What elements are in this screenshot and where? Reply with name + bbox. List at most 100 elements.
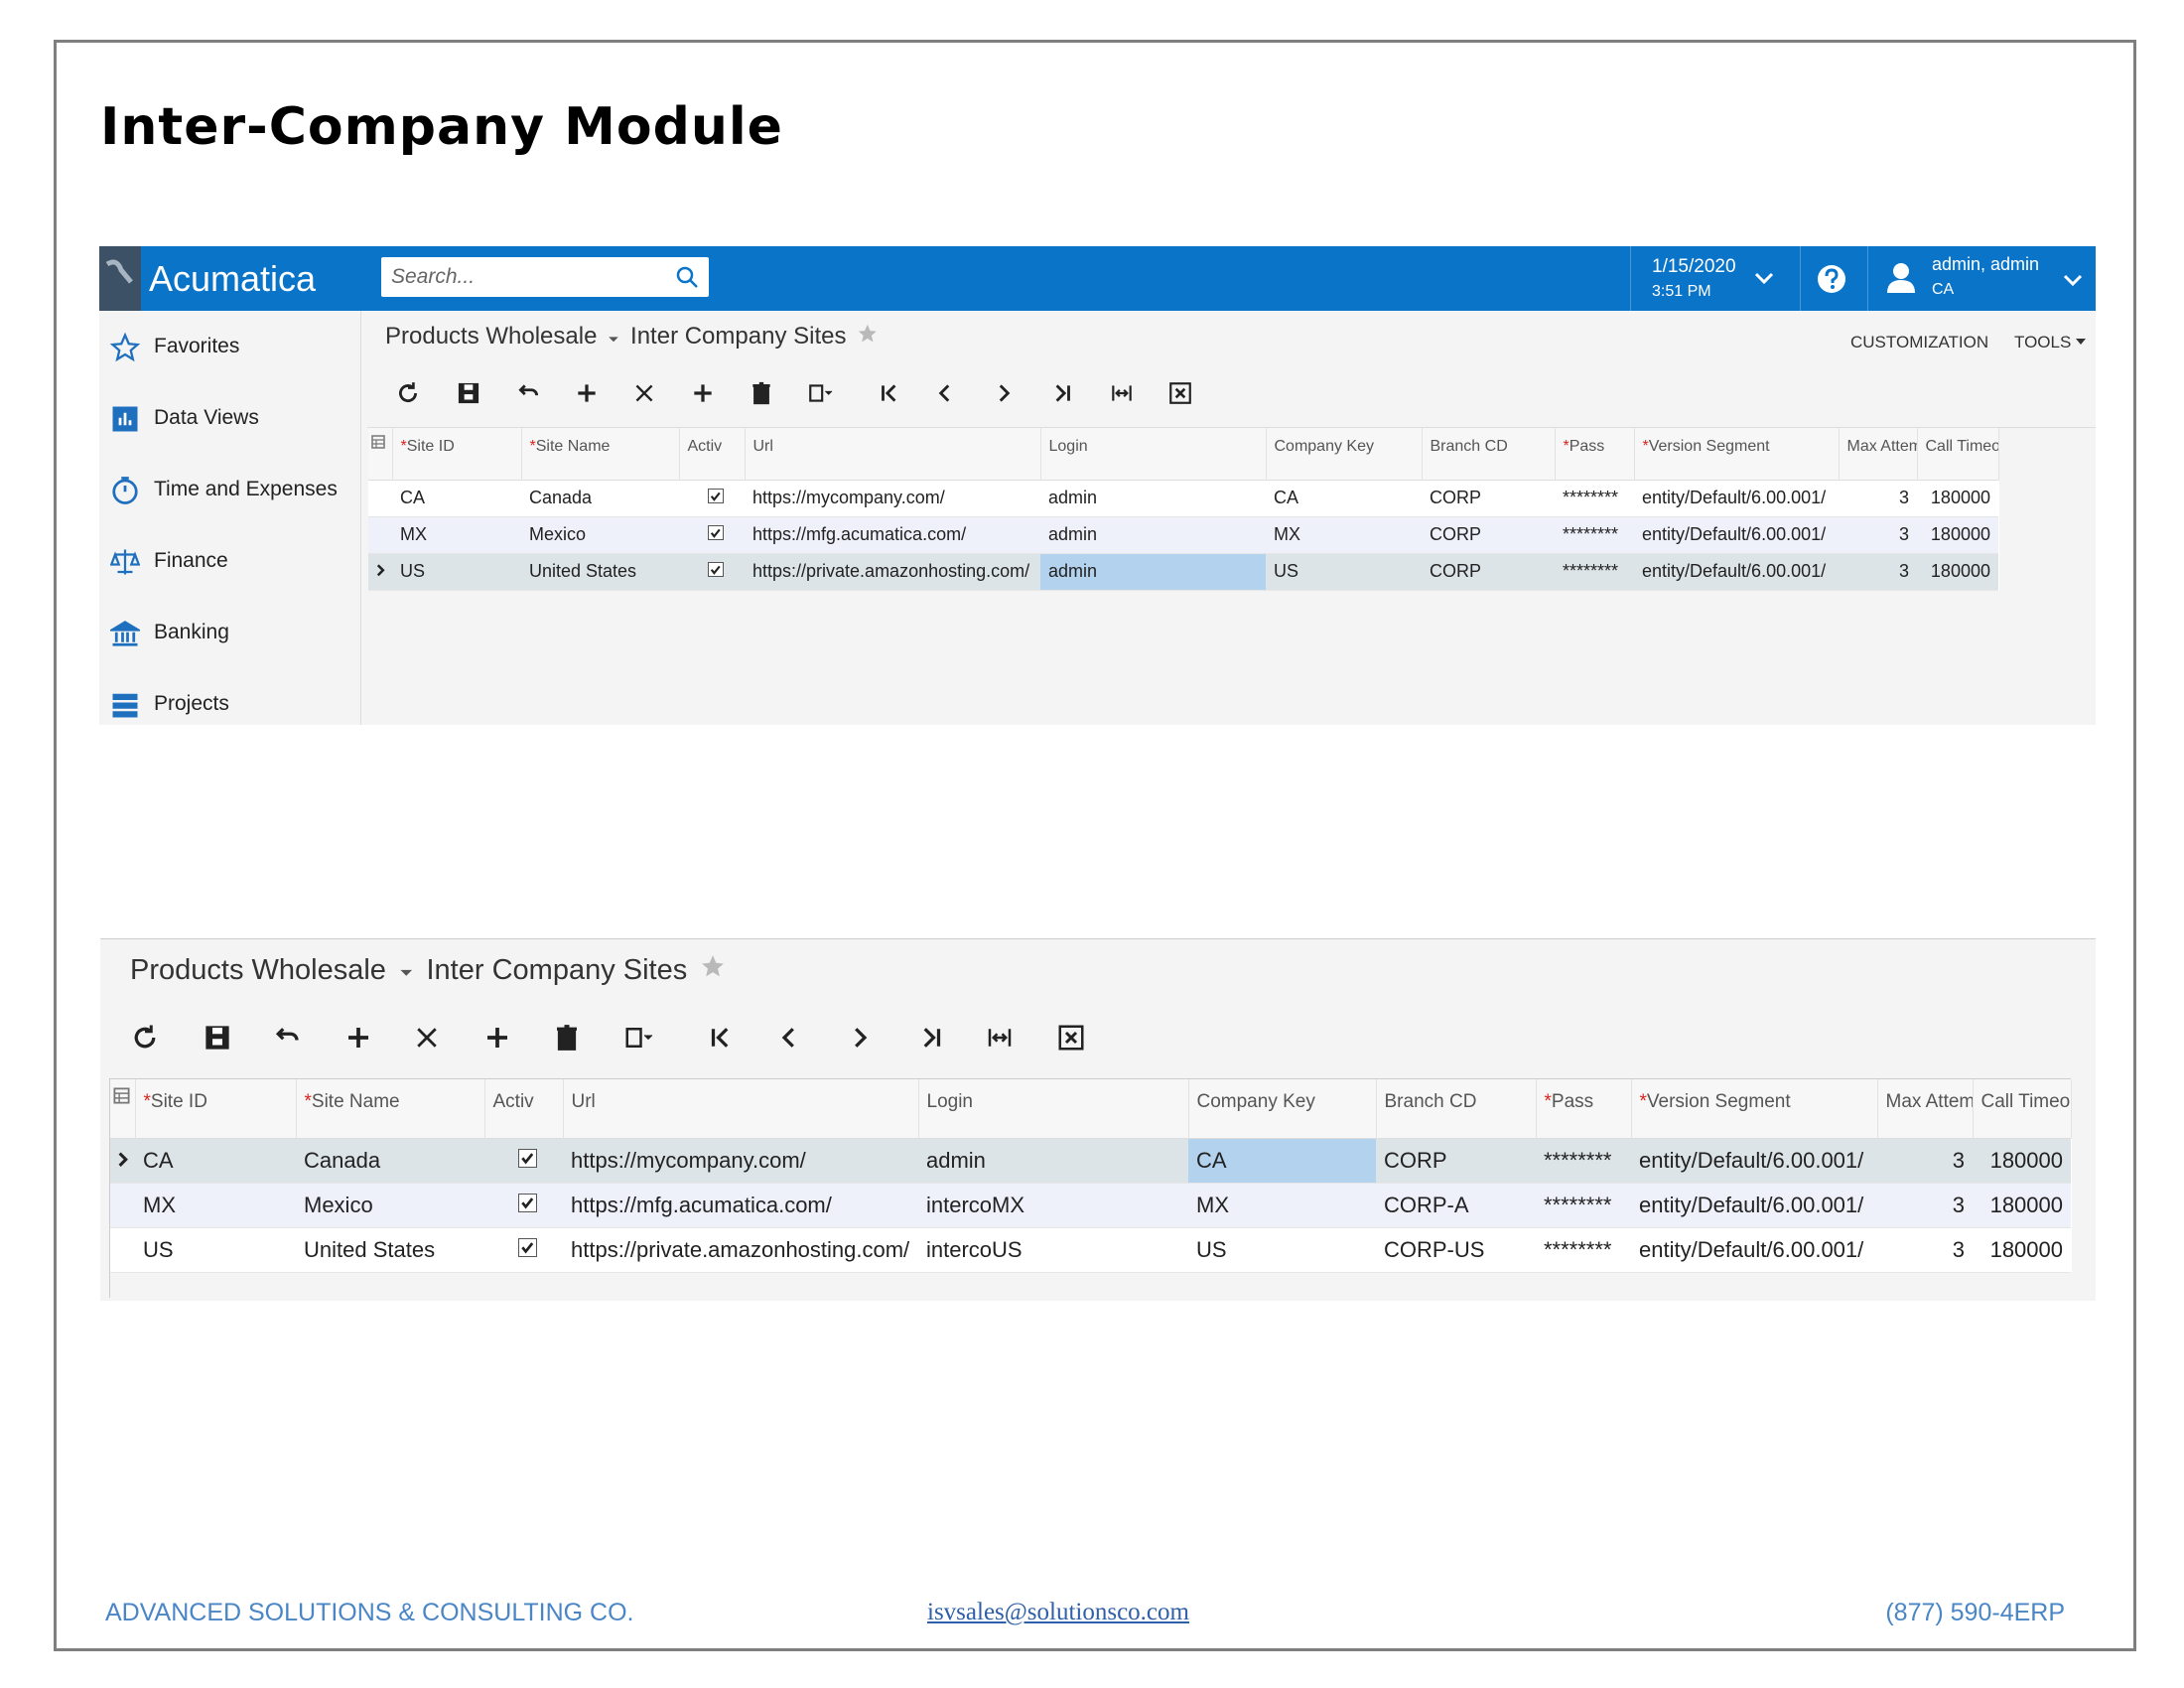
active-checkbox[interactable] <box>518 1238 537 1257</box>
toolbar-first[interactable] <box>877 380 902 406</box>
column-header[interactable]: Branch CD <box>1422 428 1556 480</box>
column-header[interactable]: Max Attem <box>1839 428 1918 480</box>
column-label: Max Attem <box>1846 438 1917 456</box>
column-header[interactable]: Url <box>745 428 1041 480</box>
active-checkbox[interactable] <box>518 1194 537 1212</box>
grid-cell: entity/Default/6.00.001/ <box>1639 1236 1864 1262</box>
grid-cell: 3 <box>1952 1192 1965 1217</box>
toolbar-plus[interactable] <box>482 1023 512 1053</box>
toolbar-refresh[interactable] <box>130 1023 160 1053</box>
toolbar-save[interactable] <box>456 380 481 406</box>
column-header[interactable]: *Site ID <box>135 1079 297 1138</box>
column-header[interactable]: Company Key <box>1188 1079 1377 1138</box>
menu-item[interactable]: Finance <box>154 549 228 572</box>
toolbar-plus[interactable] <box>343 1023 373 1053</box>
column-header[interactable]: Activ <box>484 1079 564 1138</box>
toolbar-paste[interactable] <box>623 1023 653 1053</box>
menu-item[interactable]: Data Views <box>154 406 259 429</box>
toolbar-close[interactable] <box>631 380 657 406</box>
active-checkbox[interactable] <box>708 524 724 540</box>
toolbar-prev[interactable] <box>774 1023 804 1053</box>
grid-cell: ******** <box>1563 561 1619 581</box>
menu-item[interactable]: Time and Expenses <box>154 478 338 500</box>
toolbar-save[interactable] <box>203 1023 232 1053</box>
grid-row[interactable]: CA Canada https://mycompany.com/admin CA COR… <box>110 1138 2071 1183</box>
favorite-star[interactable] <box>857 323 879 352</box>
toolbar-excel[interactable] <box>1167 380 1193 406</box>
column-header[interactable]: Company Key <box>1266 428 1423 480</box>
grid-row[interactable]: MX Mexico https://mfg.acumatica.com/admin M… <box>368 516 1998 553</box>
toolbar-last[interactable] <box>1049 380 1075 406</box>
column-header[interactable]: Login <box>918 1079 1189 1138</box>
company-name[interactable]: Products Wholesale <box>130 953 386 986</box>
help-icon[interactable] <box>1817 264 1846 294</box>
column-header[interactable]: Branch CD <box>1376 1079 1537 1138</box>
toolbar-next[interactable] <box>991 380 1017 406</box>
grid-cell <box>484 1138 563 1183</box>
footer-email[interactable]: isvsales@solutionsco.com <box>927 1599 1189 1625</box>
company-dropdown[interactable] <box>608 323 619 351</box>
column-header[interactable]: *Pass <box>1536 1079 1632 1138</box>
grid-row[interactable]: US United States https://private.amazonhos… <box>110 1227 2071 1272</box>
breadcrumb: Products Wholesale Inter Company Sites <box>130 953 726 987</box>
toolbar-refresh[interactable] <box>395 380 421 406</box>
active-checkbox[interactable] <box>708 488 724 503</box>
column-label: Call Timeo <box>1980 1090 2071 1112</box>
column-header[interactable]: Login <box>1040 428 1267 480</box>
favorite-star[interactable] <box>700 953 726 987</box>
menu-item[interactable]: Banking <box>154 621 229 643</box>
column-label: Site Name <box>311 1090 400 1112</box>
toolbar-undo[interactable] <box>272 1023 302 1053</box>
column-header[interactable]: Url <box>563 1079 919 1138</box>
column-header[interactable]: *Version Segment <box>1631 1079 1878 1138</box>
toolbar-trash[interactable] <box>749 380 774 406</box>
grid-row[interactable]: US United States https://private.amazonhos… <box>368 553 1998 590</box>
column-header[interactable]: *Version Segment <box>1634 428 1840 480</box>
company-name[interactable]: Products Wholesale <box>385 323 598 351</box>
toolbar-fit[interactable] <box>985 1023 1015 1053</box>
toolbar-next[interactable] <box>845 1023 875 1053</box>
grid-row[interactable]: CA Canada https://mycompany.com/admin CA COR… <box>368 480 1998 516</box>
toolbar-plus[interactable] <box>574 380 600 406</box>
column-header[interactable]: *Site Name <box>521 428 680 480</box>
column-header[interactable]: *Pass <box>1555 428 1635 480</box>
toolbar-prev[interactable] <box>932 380 958 406</box>
active-checkbox[interactable] <box>518 1149 537 1168</box>
active-checkbox[interactable] <box>708 561 724 577</box>
grid-row[interactable]: MX Mexico https://mfg.acumatica.com/interc… <box>110 1183 2071 1227</box>
menu-icon <box>109 332 141 362</box>
toolbar-excel[interactable] <box>1056 1023 1086 1053</box>
column-header[interactable]: Call Timeo <box>1973 1079 2072 1138</box>
toolbar-link[interactable]: TOOLS <box>2014 333 2072 352</box>
column-header[interactable]: Call Timeo <box>1917 428 1999 480</box>
grid-cell: https://mfg.acumatica.com/ <box>571 1192 832 1217</box>
toolbar-paste[interactable] <box>807 380 833 406</box>
toolbar-last[interactable] <box>916 1023 946 1053</box>
column-header[interactable]: Activ <box>679 428 746 480</box>
toolbar-fit[interactable] <box>1109 380 1135 406</box>
tools-caret <box>2076 339 2086 345</box>
grid-cell: intercoUS <box>926 1236 1023 1262</box>
column-label: Branch CD <box>1384 1090 1477 1112</box>
company-dropdown[interactable] <box>399 954 414 987</box>
column-header[interactable]: Max Attem <box>1877 1079 1974 1138</box>
column-label: Site ID <box>406 438 455 456</box>
toolbar-plus[interactable] <box>690 380 716 406</box>
grid-cell: entity/Default/6.00.001/ <box>1642 561 1827 581</box>
toolbar-trash[interactable] <box>552 1023 582 1053</box>
toolbar-undo[interactable] <box>515 380 541 406</box>
toolbar-close[interactable] <box>412 1023 442 1053</box>
grid-cell: entity/Default/6.00.001/ <box>1642 488 1827 507</box>
grid-cell: US <box>400 561 426 581</box>
search-box[interactable]: Search... <box>381 257 709 297</box>
menu-item[interactable]: Favorites <box>154 335 240 357</box>
grid-cell: entity/Default/6.00.001/ <box>1639 1147 1864 1173</box>
toolbar-link[interactable]: CUSTOMIZATION <box>1850 333 1989 352</box>
date-dropdown[interactable] <box>1753 268 1775 288</box>
column-header[interactable]: *Site Name <box>296 1079 485 1138</box>
user-dropdown[interactable] <box>2062 270 2084 290</box>
toolbar-first[interactable] <box>706 1023 736 1053</box>
grid-cell: https://private.amazonhosting.com/ <box>571 1236 910 1262</box>
column-header[interactable]: *Site ID <box>392 428 522 480</box>
menu-item[interactable]: Projects <box>154 692 229 715</box>
